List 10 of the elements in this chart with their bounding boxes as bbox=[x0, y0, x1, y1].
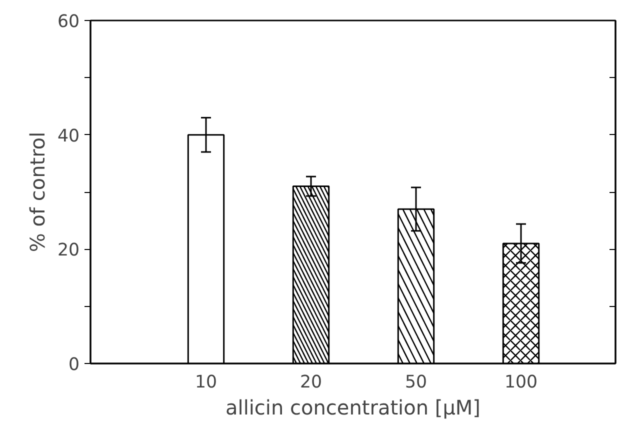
y-axis-title: % of control bbox=[25, 132, 50, 252]
y-tick-label: 20 bbox=[57, 240, 80, 261]
y-tick-label: 0 bbox=[68, 355, 80, 375]
y-tick-label: 60 bbox=[57, 12, 80, 32]
x-tick-label: 20 bbox=[300, 372, 322, 392]
x-tick-label: 10 bbox=[194, 372, 218, 392]
y-tick-label: 40 bbox=[57, 126, 80, 146]
x-tick-label: 100 bbox=[504, 372, 538, 392]
x-tick-label: 50 bbox=[404, 372, 428, 392]
x-axis-title: allicin concentration [μM] bbox=[226, 396, 480, 420]
